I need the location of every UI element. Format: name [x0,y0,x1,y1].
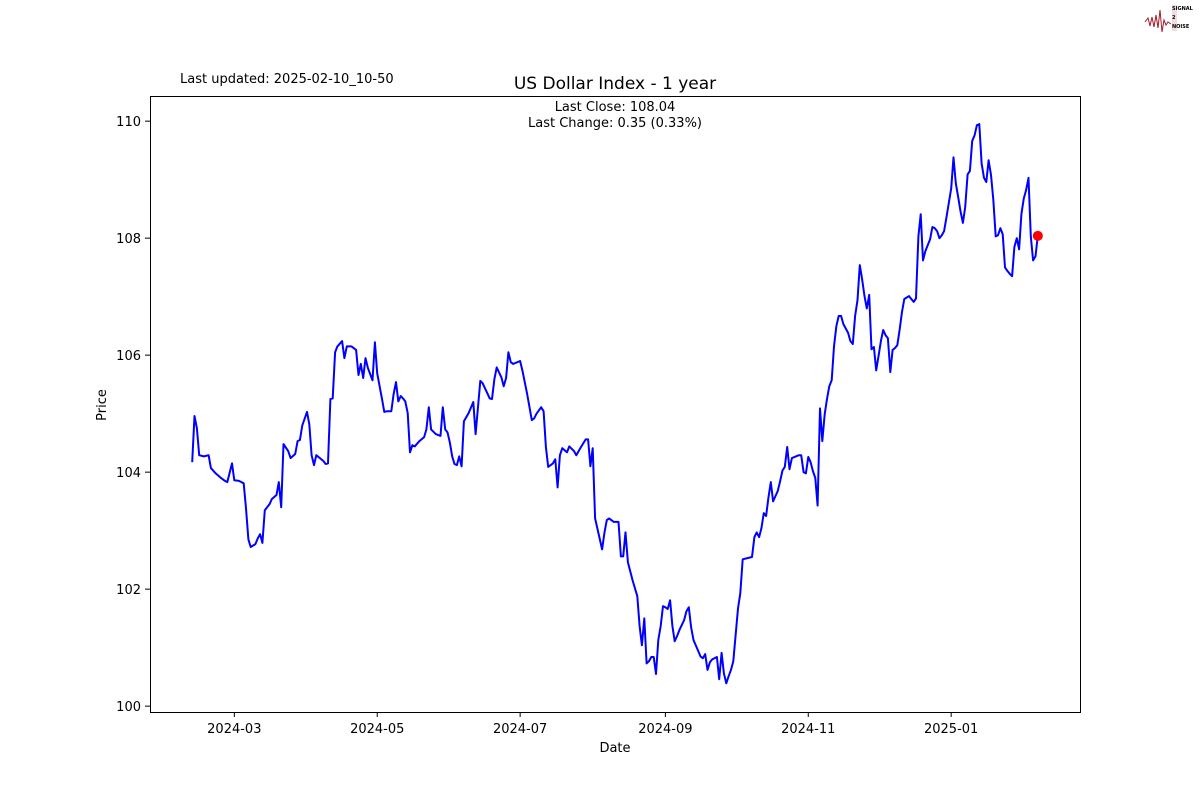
annotation-last-close: Last Close: 108.04 [555,100,676,115]
y-tick-label: 100 [116,700,141,715]
x-tick-label: 2024-03 [207,722,261,737]
last-close-marker [1032,230,1043,241]
y-tick-label: 108 [116,232,141,247]
x-tick-label: 2024-09 [638,722,692,737]
axes-frame [150,96,1081,713]
y-axis: 100 102 104 106 108 110 [116,115,150,715]
y-tick-label: 110 [116,115,141,130]
x-tick-label: 2024-07 [493,722,547,737]
logo-noise: NOISE [1172,24,1190,30]
y-tick-label: 106 [116,349,141,364]
x-tick-label: 2024-05 [350,722,404,737]
y-tick-label: 104 [116,466,141,481]
logo-waveform [1144,9,1172,33]
y-axis-label: Price [95,389,110,421]
series-line [191,123,1039,685]
x-tick-label: 2025-01 [924,722,978,737]
plot-area: 2024-03 2024-05 2024-07 2024-09 2024-11 2025-… [116,96,1081,737]
logo-2: 2 [1172,15,1176,21]
chart-title: US Dollar Index - 1 year [514,74,716,94]
last-updated: Last updated: 2025-02-10_10-50 [180,72,394,87]
x-axis: 2024-03 2024-05 2024-07 2024-09 2024-11 2025-… [207,712,978,737]
logo-box [1172,5,1177,31]
annotation-last-change: Last Change: 0.35 (0.33%) [528,116,702,131]
x-tick-label: 2024-11 [781,722,835,737]
x-axis-label: Date [599,741,630,756]
logo-signal: SIGNAL [1172,6,1194,12]
logo: SIGNAL 2 NOISE [1144,5,1194,33]
y-tick-label: 102 [116,583,141,598]
